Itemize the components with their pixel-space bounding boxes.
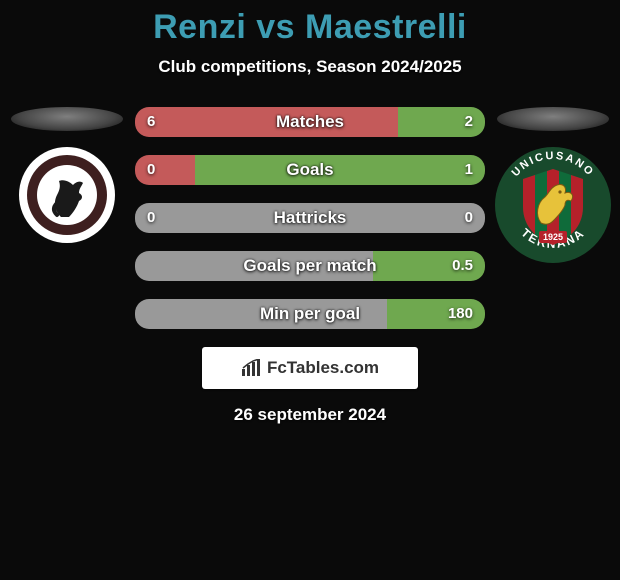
stat-label: Hattricks — [135, 203, 485, 233]
right-team-crest: UNICUSANO TERNANA — [493, 145, 613, 265]
right-platform — [497, 107, 609, 131]
stat-label: Min per goal — [135, 299, 485, 329]
comparison-card: Renzi vs Maestrelli Club competitions, S… — [0, 0, 620, 580]
stats-bars: 62Matches 01Goals 00Hattricks 0.5Goals per … — [135, 107, 485, 329]
stat-row: 01Goals — [135, 155, 485, 185]
crest-year: 1925 — [543, 232, 563, 242]
branding-badge[interactable]: FcTables.com — [202, 347, 418, 389]
stat-label: Goals — [135, 155, 485, 185]
stat-row: 00Hattricks — [135, 203, 485, 233]
left-team-crest — [17, 145, 117, 245]
left-platform — [11, 107, 123, 131]
right-team-column: UNICUSANO TERNANA — [493, 107, 613, 265]
stat-label: Goals per match — [135, 251, 485, 281]
main-area: 62Matches 01Goals 00Hattricks 0.5Goals per … — [0, 107, 620, 329]
branding-text: FcTables.com — [267, 358, 379, 378]
subtitle: Club competitions, Season 2024/2025 — [0, 57, 620, 77]
stat-row: 180Min per goal — [135, 299, 485, 329]
stat-label: Matches — [135, 107, 485, 137]
stat-row: 62Matches — [135, 107, 485, 137]
left-team-column — [7, 107, 127, 245]
page-title: Renzi vs Maestrelli — [0, 0, 620, 47]
stat-row: 0.5Goals per match — [135, 251, 485, 281]
bar-chart-icon — [241, 359, 263, 377]
footer-date: 26 september 2024 — [0, 405, 620, 425]
